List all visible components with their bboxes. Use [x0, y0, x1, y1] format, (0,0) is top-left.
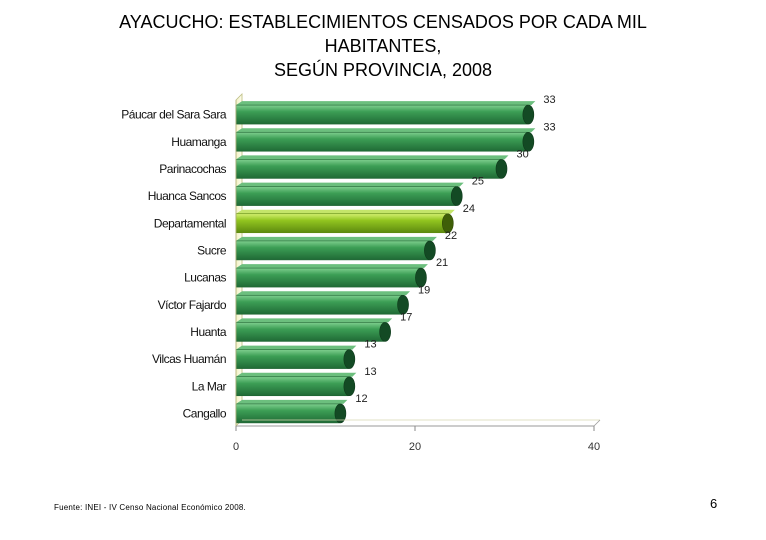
category-label: Huamanga [171, 135, 227, 149]
bar-top-face [236, 182, 464, 187]
x-tick-label: 40 [588, 441, 600, 453]
bar-body [235, 349, 349, 369]
category-label: Departamental [154, 216, 226, 230]
bar-end-cap [522, 104, 535, 125]
bar-end-cap [343, 349, 356, 369]
bar-body [235, 213, 448, 234]
value-label: 24 [463, 203, 475, 215]
bar-vilcas-huaman: Vilcas Huamán 13 [152, 339, 377, 369]
x-axis: 0 20 40 [233, 100, 601, 453]
value-label: 33 [543, 121, 555, 133]
bar-end-cap [424, 240, 436, 261]
value-label: 33 [543, 94, 555, 106]
bar-la-mar: La Mar 13 [192, 366, 377, 397]
bar-sucre: Sucre 22 [197, 230, 457, 261]
value-label: 30 [517, 148, 529, 160]
bar-end-cap [379, 322, 391, 342]
chart-title-line-2: HABITANTES, [324, 36, 442, 56]
bar-body [235, 267, 421, 288]
bar-top-face [236, 345, 357, 350]
bar-body [235, 240, 430, 261]
bar-lucanas: Lucanas 21 [184, 257, 448, 288]
bar-huanca-sancos: Huanca Sancos 25 [148, 176, 484, 206]
bar-end-cap [397, 294, 409, 315]
value-label: 22 [445, 230, 457, 242]
chart-title-line-1: AYACUCHO: ESTABLECIMIENTOS CENSADOS POR … [119, 12, 647, 32]
bar-top-face [236, 291, 411, 296]
x-tick-label: 20 [409, 441, 421, 453]
bar-top-face [236, 101, 536, 106]
bar-body [235, 186, 457, 206]
value-label: 12 [355, 393, 367, 405]
bar-end-cap [343, 376, 356, 397]
category-label: Víctor Fajardo [158, 298, 227, 312]
x-tick-label: 0 [233, 441, 239, 453]
bar-body [235, 131, 528, 152]
category-label: Lucanas [184, 271, 226, 285]
floor-right-edge [593, 419, 601, 427]
bar-end-cap [334, 403, 347, 424]
chart-title-line-3: SEGÚN PROVINCIA, 2008 [273, 60, 493, 80]
bar-end-cap [495, 159, 508, 179]
bar-huanta: Huanta 17 [190, 311, 412, 342]
value-label: 19 [418, 284, 430, 296]
bar-top-face [236, 264, 428, 269]
bar-body [235, 159, 501, 179]
category-label: Sucre [197, 243, 227, 257]
bar-top-face [236, 128, 536, 133]
bar-end-cap [415, 267, 427, 288]
category-label: Huanta [190, 325, 227, 339]
bar-end-cap [450, 186, 463, 206]
bar-top-face [236, 209, 455, 214]
bar-paucar-del-sara-sara: Páucar del Sara Sara 33 [121, 94, 556, 125]
bar-body [235, 322, 385, 342]
bar-top-face [236, 318, 393, 323]
chart-title: AYACUCHO: ESTABLECIMIENTOS CENSADOS POR … [0, 10, 766, 82]
category-label: Vilcas Huamán [152, 352, 226, 366]
bar-top-face [236, 236, 437, 241]
bar-huamanga: Huamanga 33 [171, 121, 556, 152]
category-label: Cangallo [183, 406, 227, 420]
value-label: 21 [436, 257, 448, 269]
bar-body [235, 104, 528, 125]
bar-departamental: Departamental 24 [154, 203, 475, 234]
value-label: 25 [472, 176, 484, 188]
bar-top-face [236, 372, 357, 377]
source-note: Fuente: INEI - IV Censo Nacional Económi… [54, 503, 246, 512]
value-label: 13 [364, 339, 376, 351]
bar-end-cap [522, 131, 535, 152]
category-label: Huanca Sancos [148, 189, 227, 203]
bar-cangallo: Cangallo 12 [183, 393, 368, 424]
page-number: 6 [710, 496, 718, 511]
category-label: Páucar del Sara Sara [121, 108, 227, 122]
value-label: 13 [364, 366, 376, 378]
category-label: La Mar [192, 379, 227, 393]
bar-top-face [236, 399, 348, 404]
bar-body [235, 376, 349, 397]
category-label: Parinacochas [159, 162, 226, 176]
value-label: 17 [400, 311, 412, 323]
bar-body [235, 294, 403, 315]
bars-group: Páucar del Sara Sara 33 Huamanga 33 Parinaco… [121, 94, 556, 424]
bar-victor-fajardo: Víctor Fajardo 19 [158, 284, 430, 315]
bar-end-cap [441, 213, 454, 234]
bar-parinacochas: Parinacochas 30 [159, 148, 529, 179]
bar-top-face [236, 155, 509, 160]
